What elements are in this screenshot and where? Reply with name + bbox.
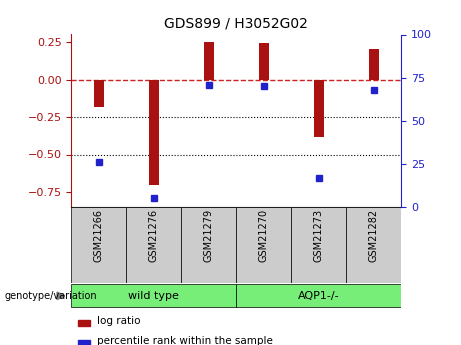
Bar xyxy=(126,207,181,283)
Bar xyxy=(78,340,90,345)
Text: log ratio: log ratio xyxy=(96,316,140,326)
Bar xyxy=(78,321,90,326)
Text: genotype/variation: genotype/variation xyxy=(5,291,97,301)
Text: GSM21276: GSM21276 xyxy=(149,209,159,263)
Text: wild type: wild type xyxy=(129,291,179,301)
Text: AQP1-/-: AQP1-/- xyxy=(298,291,339,301)
Bar xyxy=(204,42,214,79)
Bar xyxy=(259,43,269,79)
Text: GSM21282: GSM21282 xyxy=(369,209,378,263)
Bar xyxy=(71,284,236,307)
Title: GDS899 / H3052G02: GDS899 / H3052G02 xyxy=(164,17,308,31)
Bar xyxy=(236,284,401,307)
Text: GSM21270: GSM21270 xyxy=(259,209,269,263)
Bar xyxy=(369,49,378,79)
Bar xyxy=(71,207,126,283)
Text: percentile rank within the sample: percentile rank within the sample xyxy=(96,336,272,345)
Bar xyxy=(236,207,291,283)
Bar xyxy=(149,79,159,185)
Bar xyxy=(314,79,324,137)
Bar xyxy=(346,207,401,283)
Bar xyxy=(94,79,104,107)
Bar xyxy=(181,207,236,283)
Text: GSM21279: GSM21279 xyxy=(204,209,214,263)
Text: GSM21273: GSM21273 xyxy=(313,209,324,263)
Bar xyxy=(291,207,346,283)
Text: GSM21266: GSM21266 xyxy=(94,209,104,262)
